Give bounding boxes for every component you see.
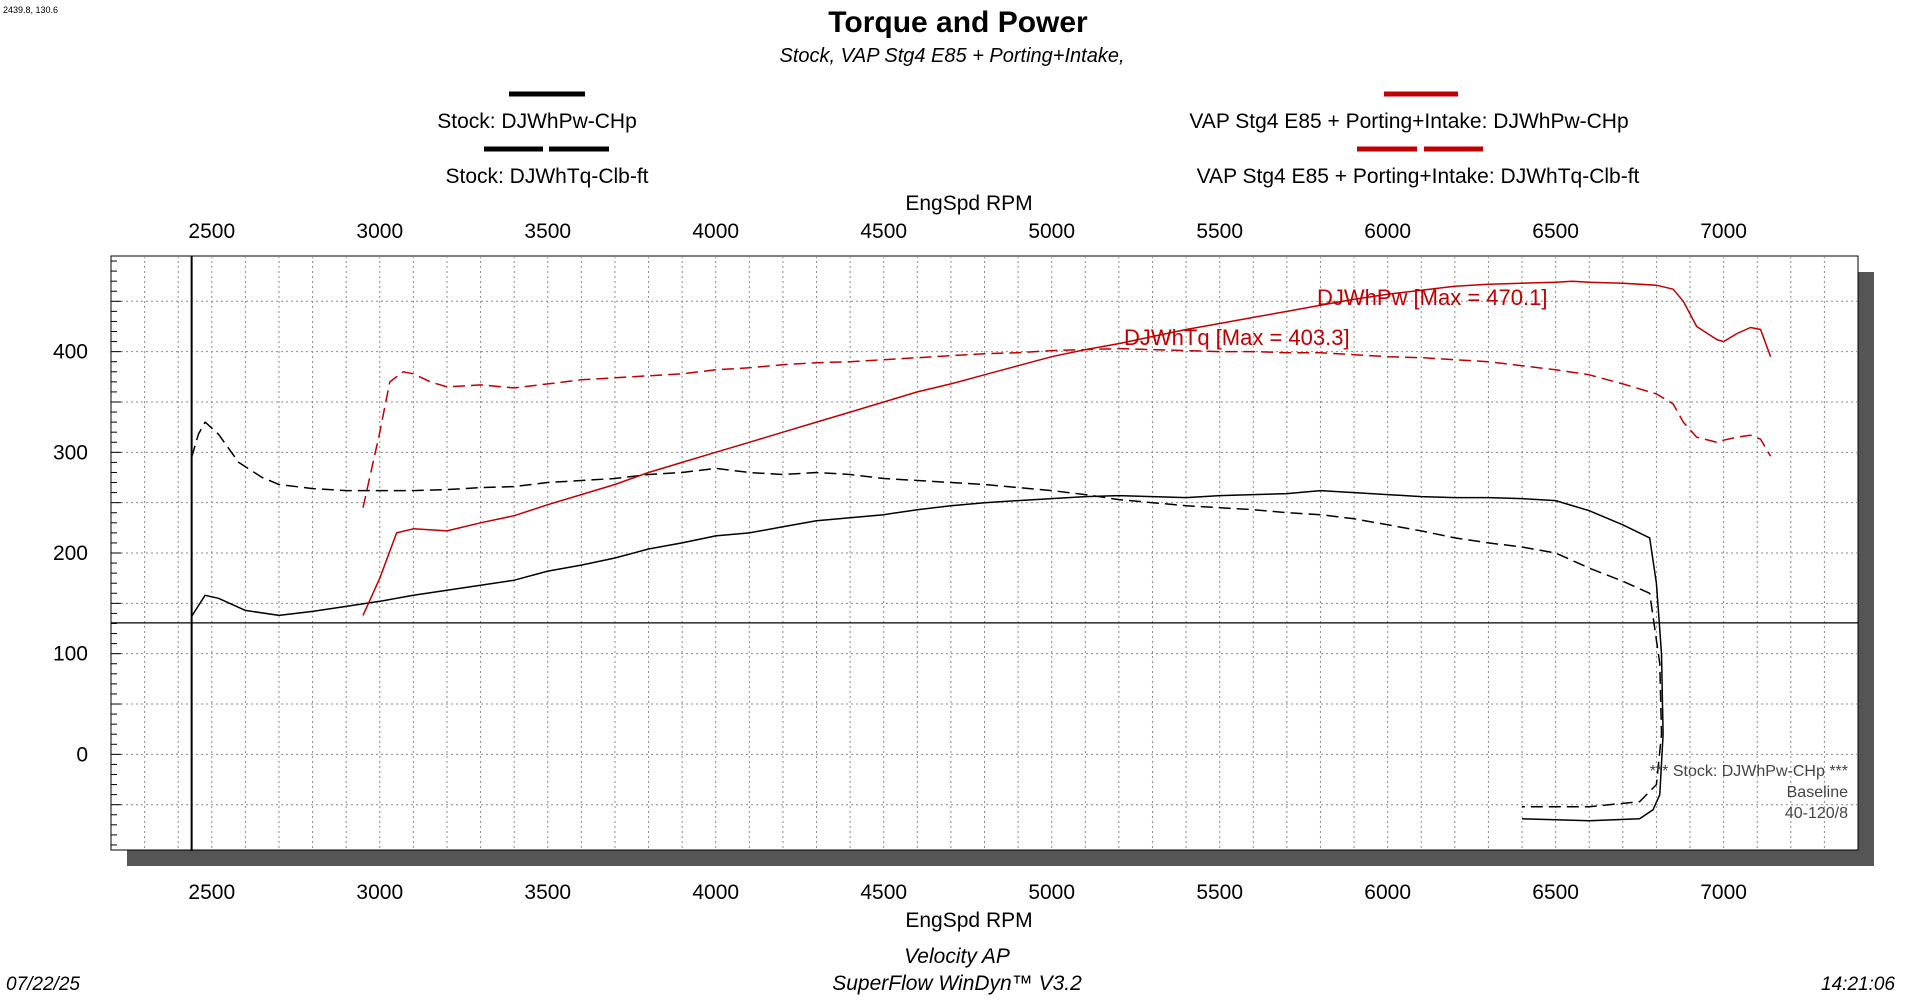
y-tick-label: 100: [53, 643, 88, 666]
y-tick-label: 0: [76, 743, 88, 766]
footer-date: 07/22/25: [6, 974, 80, 995]
power-max-annotation: DJWhPw [Max = 470.1]: [1317, 285, 1547, 310]
x-tick-label-bottom: 4500: [860, 881, 907, 904]
grid: [111, 256, 1858, 850]
x-tick-label-bottom: 5500: [1196, 881, 1243, 904]
chart-title: Torque and Power: [828, 6, 1088, 39]
y-tick-label: 300: [53, 441, 88, 464]
chart-subtitle: Stock, VAP Stg4 E85 + Porting+Intake,: [779, 45, 1124, 67]
y-tick-label: 200: [53, 542, 88, 565]
x-tick-label-bottom: 5000: [1028, 881, 1075, 904]
baseline-label: Baseline: [1787, 784, 1848, 801]
legend-label-vap-power: VAP Stg4 E85 + Porting+Intake: DJWhPw-CH…: [1189, 110, 1628, 133]
footer-software: SuperFlow WinDyn™ V3.2: [832, 972, 1082, 995]
series-line-1: [190, 421, 1663, 808]
baseline-note: *** Stock: DJWhPw-CHp ***: [1650, 763, 1848, 780]
x-tick-label-top: 6500: [1532, 220, 1579, 243]
x-tick-label-top: 2500: [188, 220, 235, 243]
x-tick-label-top: 4000: [692, 220, 739, 243]
series: [190, 280, 1772, 822]
y-tick-label: 400: [53, 341, 88, 364]
ratio-label: 40-120/8: [1785, 805, 1848, 822]
legend-label-stock-power: Stock: DJWhPw-CHp: [437, 110, 637, 133]
x-tick-label-top: 3000: [356, 220, 403, 243]
series-line-3: [362, 347, 1772, 508]
x-tick-label-top: 5500: [1196, 220, 1243, 243]
top-x-axis-label: EngSpd RPM: [905, 192, 1032, 215]
series-line-2: [362, 280, 1772, 616]
cursor: [111, 256, 1858, 851]
footer-company: Velocity AP: [904, 945, 1010, 968]
x-tick-label-bottom: 7000: [1700, 881, 1747, 904]
legend: Stock: DJWhPw-CHp Stock: DJWhTq-Clb-ft V…: [437, 91, 1640, 188]
x-tick-label-top: 4500: [860, 220, 907, 243]
x-tick-label-top: 7000: [1700, 220, 1747, 243]
x-tick-label-bottom: 3500: [524, 881, 571, 904]
series-line-0: [190, 489, 1664, 822]
x-tick-label-bottom: 4000: [692, 881, 739, 904]
x-tick-label-bottom: 6500: [1532, 881, 1579, 904]
x-tick-label-bottom: 2500: [188, 881, 235, 904]
x-tick-label-bottom: 3000: [356, 881, 403, 904]
x-tick-label-top: 6000: [1364, 220, 1411, 243]
legend-label-vap-torque: VAP Stg4 E85 + Porting+Intake: DJWhTq-Cl…: [1197, 165, 1640, 188]
x-tick-label-top: 5000: [1028, 220, 1075, 243]
x-tick-label-top: 3500: [524, 220, 571, 243]
cursor-coords: 2439.8, 130.6: [3, 5, 58, 15]
legend-label-stock-torque: Stock: DJWhTq-Clb-ft: [445, 165, 648, 188]
x-tick-label-bottom: 6000: [1364, 881, 1411, 904]
bottom-x-axis-label: EngSpd RPM: [905, 909, 1032, 932]
torque-max-annotation: DJWhTq [Max = 403.3]: [1124, 325, 1350, 350]
footer-time: 14:21:06: [1821, 974, 1895, 995]
axis-ticks: 2500250030003000350035004000400045004500…: [53, 220, 1747, 904]
